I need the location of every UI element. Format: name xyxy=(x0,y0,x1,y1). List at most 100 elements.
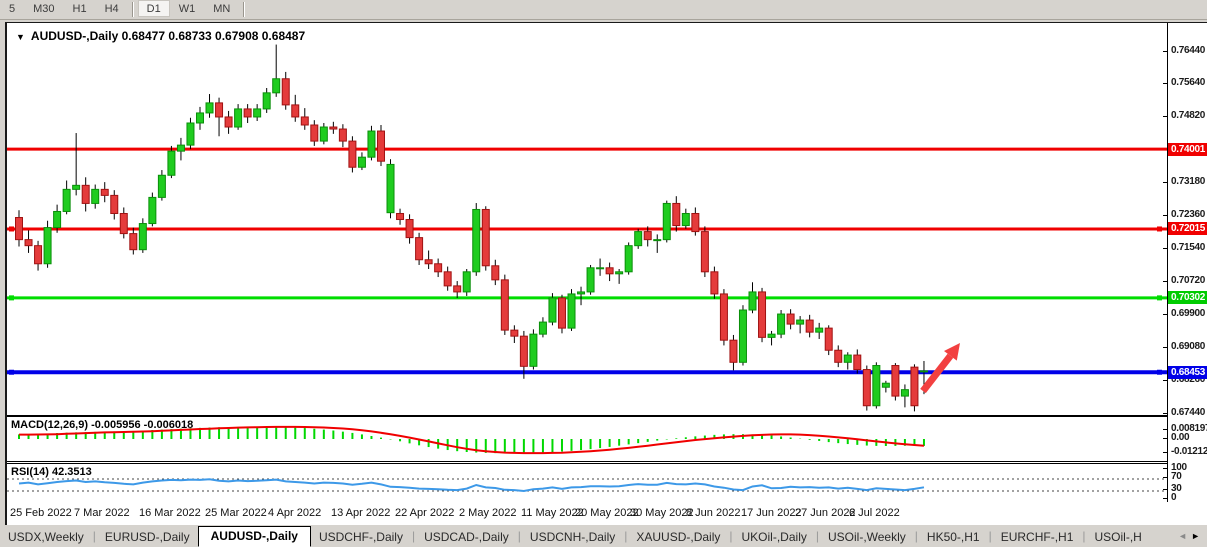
tabs-scroll-right-icon[interactable]: ► xyxy=(1191,531,1200,541)
price-axis[interactable]: 0.76440 0.75640 0.74820 0.73180 0.72360 0.715… xyxy=(1163,23,1207,503)
candle xyxy=(577,286,586,306)
macd-chart[interactable] xyxy=(7,417,1167,461)
candle xyxy=(43,220,52,268)
date-label: 27 Jun 2022 xyxy=(795,507,856,519)
candle xyxy=(138,218,147,253)
candle xyxy=(519,330,528,379)
resistance-line-2-left-handle xyxy=(9,226,14,232)
candlestick-chart[interactable] xyxy=(7,24,1167,415)
chart-symbol: AUDUSD-,Daily xyxy=(30,29,119,43)
candle xyxy=(805,314,814,338)
candle xyxy=(396,208,405,225)
symbol-dropdown-icon[interactable]: ▼ xyxy=(16,32,25,42)
candle xyxy=(243,104,252,123)
candle xyxy=(357,152,366,171)
macd-signal-line xyxy=(19,425,925,455)
date-label: 16 Mar 2022 xyxy=(139,507,201,519)
tab-ukoil-daily[interactable]: UKOil-,Daily xyxy=(741,529,807,544)
date-axis[interactable]: 25 Feb 2022 7 Mar 2022 16 Mar 2022 25 Mar 2… xyxy=(7,502,1207,525)
candle xyxy=(424,250,433,269)
timeframe-button-5[interactable]: 5 xyxy=(9,3,16,15)
tab-usdx-weekly[interactable]: USDX,Weekly xyxy=(8,529,84,544)
candle xyxy=(81,177,90,212)
timeframe-button-h4[interactable]: H4 xyxy=(104,3,119,15)
toolbar-separator xyxy=(243,2,246,17)
timeframe-button-h1[interactable]: H1 xyxy=(72,3,87,15)
price-level-badge: 0.74001 xyxy=(1168,142,1207,156)
resistance-line-2[interactable] xyxy=(7,226,1167,232)
candle xyxy=(748,282,757,314)
candle xyxy=(672,196,681,232)
timeframe-toolbar: 5 M30 H1 H4 D1 W1 MN xyxy=(0,0,1207,20)
candle xyxy=(205,94,214,118)
timeframe-button-d1[interactable]: D1 xyxy=(137,0,170,17)
support-line-green[interactable] xyxy=(7,295,1167,301)
chart-ohlc-values: 0.68477 0.68733 0.67908 0.68487 xyxy=(121,29,306,43)
date-label: 13 Apr 2022 xyxy=(331,507,391,519)
date-label: 4 Apr 2022 xyxy=(268,507,322,519)
chart-tabs: USDX,Weekly | EURUSD-,Daily AUDUSD-,Daily US… xyxy=(0,525,1207,547)
candle xyxy=(167,145,176,179)
tab-audusd-daily[interactable]: AUDUSD-,Daily xyxy=(197,525,311,547)
candle xyxy=(510,325,519,343)
timeframe-button-m30[interactable]: M30 xyxy=(33,3,55,15)
tab-usdcad-daily[interactable]: USDCAD-,Daily xyxy=(424,529,509,544)
panel-divider[interactable] xyxy=(7,415,1167,416)
bullish-arrow-annotation[interactable] xyxy=(920,343,960,394)
rsi-axis-label: 0 xyxy=(1171,492,1177,503)
candle xyxy=(405,214,414,244)
candle xyxy=(281,71,290,110)
macd-panel[interactable]: MACD(12,26,9) -0.005956 -0.006018 xyxy=(7,416,1167,462)
candle xyxy=(491,259,500,286)
tab-usoil-h[interactable]: USOil-,H xyxy=(1094,529,1142,544)
timeframe-button-mn[interactable]: MN xyxy=(213,3,231,15)
candle xyxy=(824,325,833,356)
axis-tick xyxy=(1163,182,1167,184)
candle xyxy=(291,94,300,122)
price-axis-label: 0.74820 xyxy=(1171,110,1206,122)
price-level-badge: 0.68453 xyxy=(1168,365,1207,379)
candle xyxy=(434,258,443,278)
price-panel[interactable]: ▼ AUDUSD-,Daily 0.68477 0.68733 0.67908 0… xyxy=(7,24,1167,415)
tab-hk50-h1[interactable]: HK50-,H1 xyxy=(926,529,980,544)
date-label: 11 May 2022 xyxy=(521,507,584,519)
rsi-chart[interactable] xyxy=(7,464,1167,502)
rsi-panel[interactable]: RSI(14) 42.3513 xyxy=(7,463,1167,503)
candle xyxy=(376,125,385,167)
axis-tick xyxy=(1163,248,1167,250)
candle xyxy=(443,266,452,291)
support-line-green-right-handle xyxy=(1157,295,1162,301)
timeframe-button-w1[interactable]: W1 xyxy=(178,3,196,15)
price-axis-label: 0.67440 xyxy=(1171,406,1206,418)
candle xyxy=(843,352,852,370)
axis-separator xyxy=(1167,23,1168,502)
candle xyxy=(729,334,738,371)
toolbar-separator xyxy=(131,2,134,17)
support-line-blue[interactable] xyxy=(7,369,1167,375)
candle xyxy=(624,242,633,275)
tab-usdcnh-daily[interactable]: USDCNH-,Daily xyxy=(529,529,616,544)
tab-usoil-weekly[interactable]: USOil-,Weekly xyxy=(827,529,906,544)
date-label: 17 Jun 2022 xyxy=(741,507,802,519)
candle xyxy=(186,117,195,150)
axis-tick xyxy=(1163,281,1167,283)
axis-tick xyxy=(1163,438,1167,439)
tab-eurusd-daily[interactable]: EURUSD-,Daily xyxy=(104,529,190,544)
tab-xauusd-daily[interactable]: XAUUSD-,Daily xyxy=(636,529,721,544)
candle xyxy=(681,208,690,229)
candle xyxy=(338,124,347,148)
candle xyxy=(567,289,576,331)
axis-tick xyxy=(1163,428,1167,430)
candle xyxy=(72,133,81,196)
candle xyxy=(386,159,395,219)
tab-eurchf-h1[interactable]: EURCHF-,H1 xyxy=(1000,529,1074,544)
support-line-blue-right-handle xyxy=(1157,369,1162,375)
tabs-scroll-left-icon[interactable]: ◄ xyxy=(1178,531,1188,541)
tab-usdchf-daily[interactable]: USDCHF-,Daily xyxy=(318,529,403,544)
price-axis-label: 0.75640 xyxy=(1171,77,1206,89)
candle xyxy=(605,262,614,282)
tab-separator: | xyxy=(1082,529,1086,543)
candle xyxy=(176,137,185,161)
price-level-badge: 0.70302 xyxy=(1168,291,1207,305)
macd-label: MACD(12,26,9) -0.005956 -0.006018 xyxy=(11,419,194,431)
